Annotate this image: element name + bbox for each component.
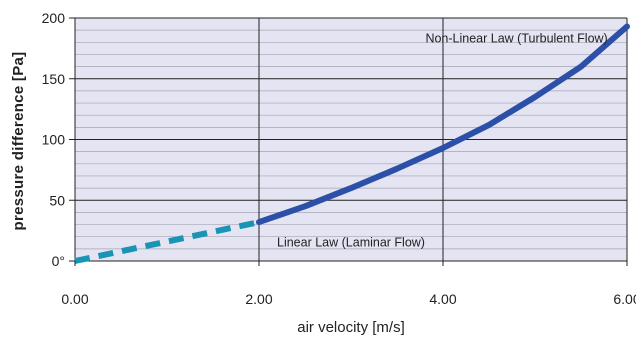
x-tick-label: 2.00	[245, 291, 272, 307]
turbulent-flow-annotation: Non-Linear Law (Turbulent Flow)	[425, 31, 607, 45]
x-tick-label: 4.00	[429, 291, 456, 307]
y-tick-label: 50	[49, 192, 65, 208]
laminar-series-line	[74, 219, 260, 264]
y-tick-label: 150	[42, 71, 66, 87]
y-tick-label: 100	[42, 132, 66, 148]
x-tick-label: 6.00	[613, 291, 636, 307]
y-tick-label: 200	[42, 10, 66, 26]
x-tick-label: 0.00	[61, 291, 88, 307]
x-axis-label: air velocity [m/s]	[297, 319, 405, 336]
turbulent-series-line	[256, 23, 630, 226]
laminar-flow-annotation: Linear Law (Laminar Flow)	[277, 235, 425, 249]
y-axis-label: pressure difference [Pa]	[10, 52, 27, 231]
y-tick-label: 0°	[52, 253, 65, 269]
